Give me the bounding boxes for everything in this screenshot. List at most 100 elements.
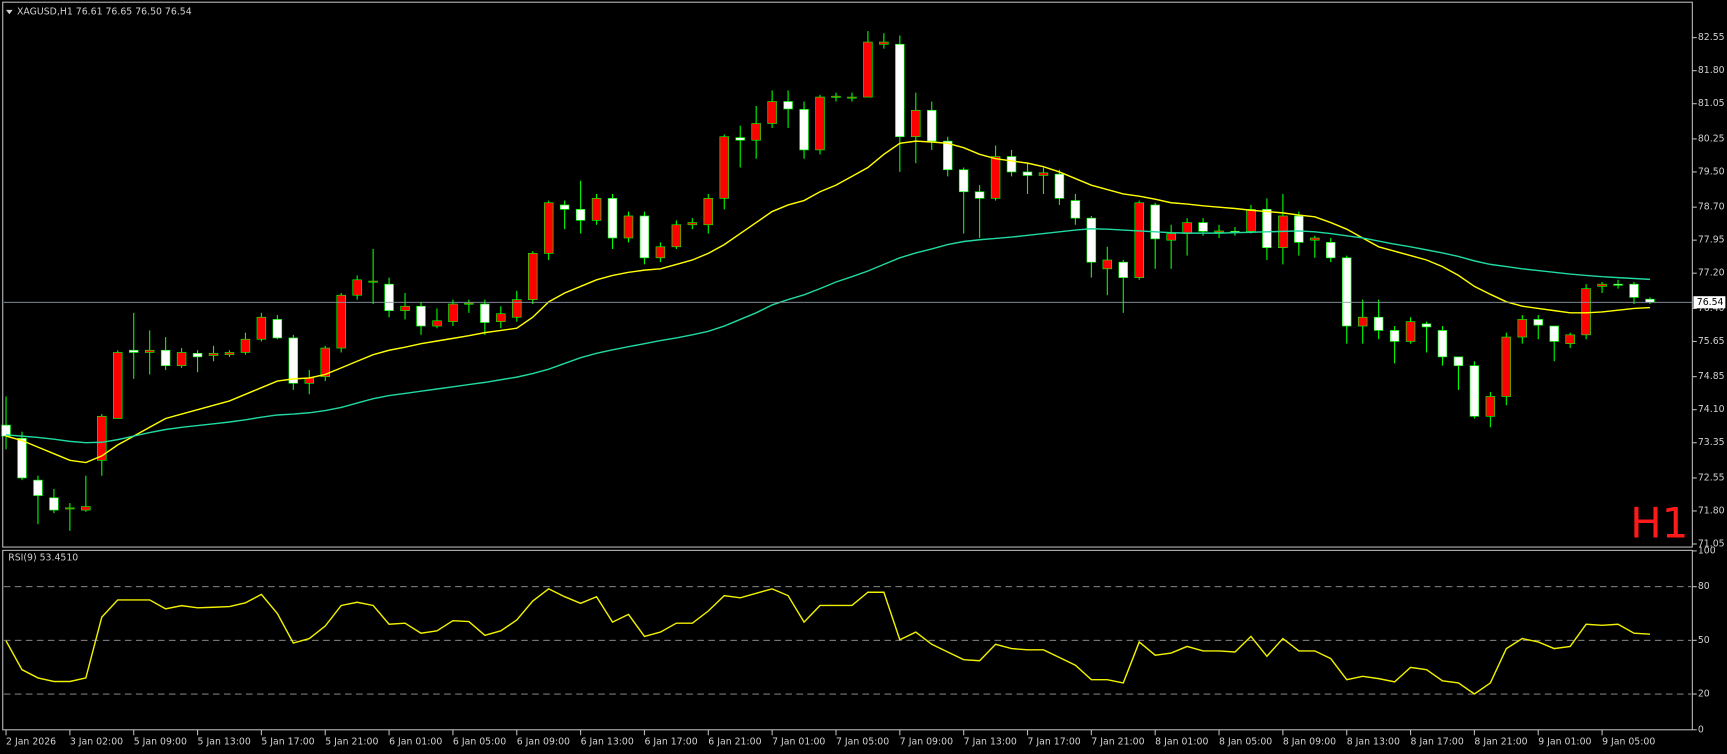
candle-body [719,136,729,199]
candle-body [703,198,714,226]
candle-body [1294,215,1304,243]
candle-body [1421,323,1432,328]
candle-body [879,41,889,45]
candle-body [1118,261,1129,278]
candle-body [863,41,873,98]
candle-body [527,253,538,300]
candle-body [1150,204,1160,240]
x-tick-label: 6 Jan 09:00 [517,736,570,747]
candle-body [623,215,634,239]
candle-body [735,137,745,141]
candle-body [160,349,171,366]
y-tick-label: 0 [1698,724,1704,735]
candle-body [1022,171,1033,176]
x-tick-label: 3 Jan 02:00 [70,736,123,747]
x-tick-label: 7 Jan 21:00 [1091,736,1144,747]
candle-body [1341,257,1352,327]
x-tick-label: 9 Jan 05:00 [1602,736,1655,747]
candle-body [1134,202,1144,278]
candle-body [591,198,602,221]
x-tick-label: 6 Jan 17:00 [644,736,697,747]
candle-body [1102,259,1113,270]
candle-body [1629,283,1639,298]
candle-body [815,96,825,151]
candle-body [543,202,554,254]
candle-body [559,204,570,210]
candle-body [384,283,394,311]
y-tick-label: 78.70 [1698,202,1725,213]
candle-body [17,437,27,479]
candle-body [1533,319,1543,326]
candle-body [751,123,761,141]
x-tick-label: 9 Jan 01:00 [1538,736,1591,747]
candle-body [799,109,809,151]
candle-body [1453,356,1464,366]
moving-average [5,228,1651,444]
candle-body [1182,222,1192,234]
candle-body [1214,230,1224,233]
candle-body [256,316,267,340]
x-tick-label: 6 Jan 01:00 [389,736,442,747]
candle-body [1645,298,1655,303]
moving-average [5,140,1651,464]
x-tick-label: 6 Jan 05:00 [453,736,506,747]
candle-body [1086,217,1097,263]
candle-body [1006,156,1017,173]
x-tick-label: 8 Jan 21:00 [1474,736,1527,747]
price-label: 76.54 [1697,297,1724,308]
candle-body [1310,237,1320,241]
candle-body [1198,222,1208,232]
y-tick-label: 82.55 [1698,32,1725,43]
candle-body [1070,200,1081,219]
x-tick-label: 8 Jan 05:00 [1219,736,1272,747]
candle-body [1389,330,1400,342]
y-tick-label: 79.50 [1698,166,1725,177]
candle-body [1405,321,1416,342]
candle-body [1246,209,1256,232]
y-tick-label: 71.80 [1698,505,1725,516]
candle-body [176,352,187,366]
candle-body [288,337,299,384]
candle-body [1357,316,1368,327]
candle-body [783,101,793,110]
x-tick-label: 7 Jan 17:00 [1028,736,1081,747]
candle-body [1485,396,1496,417]
candle-body [895,43,905,138]
candle-body [352,279,362,296]
candle-body [33,479,43,496]
x-tick-label: 6 Jan 21:00 [708,736,761,747]
y-tick-label: 74.85 [1698,371,1725,382]
candle-body [1517,319,1528,338]
candle-body [49,497,59,511]
x-tick-label: 5 Jan 21:00 [325,736,378,747]
candle-body [927,109,937,142]
y-tick-label: 73.35 [1698,437,1725,448]
x-tick-label: 5 Jan 17:00 [261,736,314,747]
y-tick-label: 76.40 [1698,303,1725,314]
x-tick-label: 6 Jan 13:00 [581,736,634,747]
candle-body [1597,283,1607,287]
y-tick-label: 81.05 [1698,98,1725,109]
candle-body [958,169,969,193]
candle-body [224,352,235,355]
rsi-title: RSI(9) 53.4510 [8,553,78,564]
candle-body [575,209,586,221]
candle-body [480,303,490,323]
y-tick-label: 100 [1698,545,1716,556]
candle-body [65,507,75,510]
candle-body [1549,325,1559,342]
candle-body [496,313,506,322]
candle-body [128,349,139,353]
rsi-line [5,587,1651,695]
candle-body [448,303,458,322]
x-tick-label: 8 Jan 01:00 [1155,736,1208,747]
candle-body [607,198,618,239]
candle-body [1038,172,1049,176]
y-tick-label: 71.05 [1698,538,1725,549]
candle-body [1166,233,1176,241]
candle-body [368,280,378,283]
candle-body [416,305,426,327]
candle-body [767,101,777,124]
